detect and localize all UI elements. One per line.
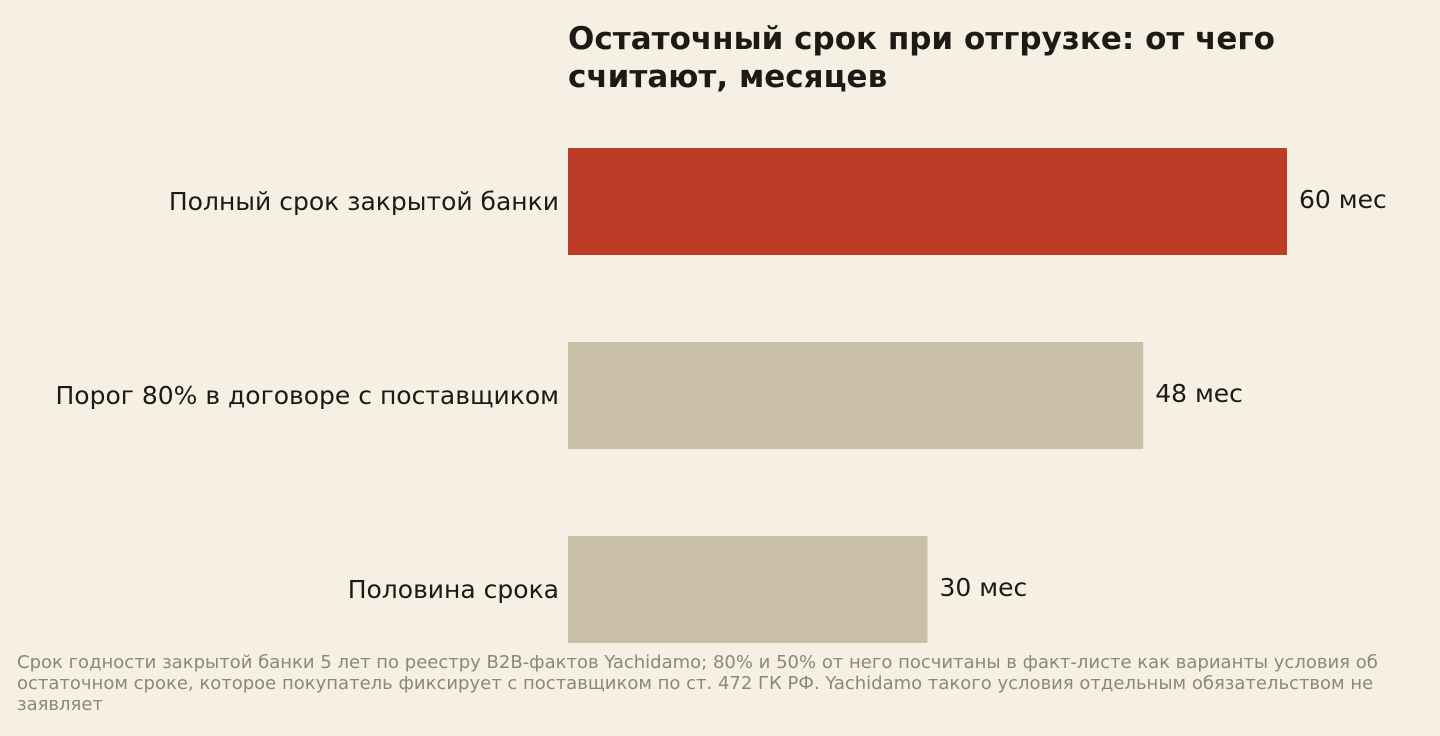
- value-label-2: 48 мес: [1155, 379, 1243, 408]
- bar-2: [568, 342, 1144, 449]
- bars-group: Полный срок закрытой банки 60 мес Порог 80…: [55, 148, 1387, 643]
- bar-1: [568, 148, 1287, 255]
- value-label-1: 60 мес: [1299, 185, 1387, 214]
- category-label-1: Полный срок закрытой банки: [169, 187, 559, 216]
- category-label-2: Порог 80% в договоре с поставщиком: [55, 381, 559, 410]
- category-label-3: Половина срока: [348, 575, 559, 604]
- bar-chart: Полный срок закрытой банки 60 мес Порог 80…: [55, 148, 1387, 643]
- footnote: Срок годности закрытой банки 5 лет по ре…: [17, 652, 1378, 715]
- bar-3: [568, 536, 928, 643]
- value-label-3: 30 мес: [940, 573, 1028, 602]
- chart-title: Остаточный срок при отгрузке: от чего сч…: [568, 21, 1275, 95]
